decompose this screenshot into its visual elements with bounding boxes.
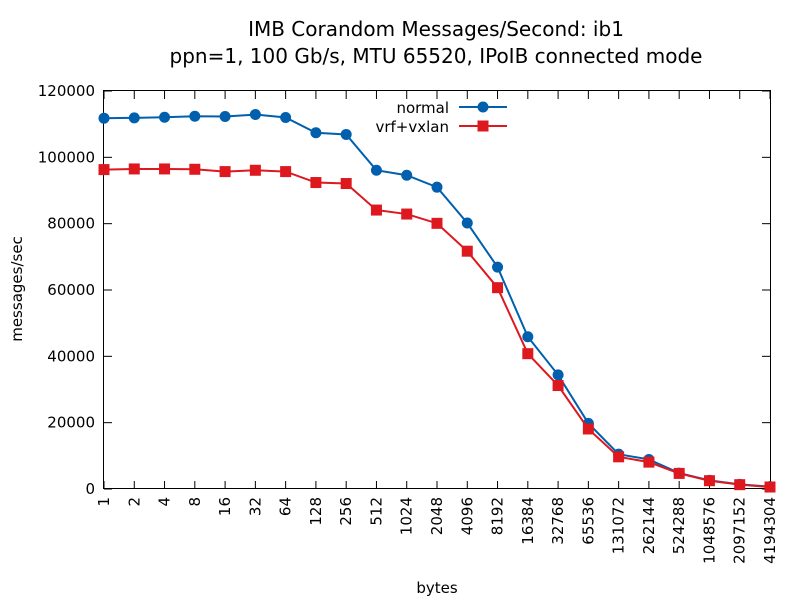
x-tick-label: 16 [216, 497, 234, 516]
data-point [219, 111, 231, 123]
data-point [522, 331, 534, 343]
y-tick-label: 20000 [47, 414, 95, 432]
legend: normal vrf+vxlan [375, 99, 507, 136]
x-tick-label: 16384 [519, 497, 537, 545]
y-axis: 0 20000 40000 60000 80000 100000 120000 [38, 82, 770, 498]
x-tick-label: 32768 [549, 497, 567, 545]
data-point [189, 110, 201, 122]
y-tick-label: 120000 [38, 82, 95, 100]
data-point [159, 163, 171, 175]
data-point [370, 164, 382, 176]
x-tick-label: 8 [186, 497, 204, 507]
x-axis: 1 2 4 8 16 32 64 128 256 512 1024 2048 4096 8192 16384… [95, 91, 779, 564]
x-tick-label: 4194304 [761, 497, 779, 564]
x-tick-label: 2048 [428, 497, 446, 535]
data-point [370, 204, 382, 216]
series-line [103, 167, 771, 489]
data-point [280, 112, 292, 124]
legend-label-normal: normal [396, 99, 449, 117]
data-point [340, 128, 352, 140]
data-point [340, 178, 352, 190]
data-point [401, 169, 413, 181]
x-axis-label: bytes [416, 579, 458, 597]
legend-marker-vrf-vxlan [477, 120, 489, 132]
x-tick-label: 512 [367, 497, 385, 526]
series-layer [98, 109, 776, 493]
data-point [98, 164, 110, 176]
x-tick-label: 1 [95, 497, 113, 507]
y-tick-label: 80000 [47, 215, 95, 233]
x-tick-label: 131072 [610, 497, 628, 554]
data-point [703, 475, 715, 487]
x-tick-label: 524288 [670, 497, 688, 554]
x-tick-label: 4096 [458, 497, 476, 535]
data-point [189, 163, 201, 175]
data-point [310, 127, 322, 139]
data-point [764, 481, 776, 493]
data-point [219, 166, 231, 178]
y-axis-label: messages/sec [8, 236, 26, 342]
data-point [128, 163, 140, 175]
data-point [461, 245, 473, 257]
x-tick-label: 65536 [579, 497, 597, 545]
data-point [280, 166, 292, 178]
data-point [492, 261, 504, 273]
plot-border [103, 90, 771, 489]
data-point [552, 380, 564, 392]
data-point [492, 282, 504, 294]
data-point [128, 112, 140, 124]
x-tick-label: 2 [125, 497, 143, 507]
y-tick-label: 0 [85, 480, 95, 498]
chart-title: IMB Corandom Messages/Second: ib1 [248, 17, 624, 41]
data-point [461, 217, 473, 229]
chart-subtitle: ppn=1, 100 Gb/s, MTU 65520, IPoIB connec… [170, 44, 703, 68]
x-tick-label: 2097152 [731, 497, 749, 564]
data-point [613, 451, 625, 463]
data-point [582, 423, 594, 435]
data-point [643, 456, 655, 468]
data-point [401, 208, 413, 220]
data-point [522, 348, 534, 360]
legend-label-vrf-vxlan: vrf+vxlan [375, 118, 449, 136]
x-tick-label: 1024 [398, 497, 416, 535]
x-tick-label: 262144 [640, 497, 658, 554]
data-point [673, 467, 685, 479]
x-tick-label: 128 [307, 497, 325, 526]
x-tick-label: 256 [337, 497, 355, 526]
data-point [552, 369, 564, 381]
x-tick-label: 1048576 [700, 497, 718, 564]
data-point [734, 479, 746, 491]
y-tick-label: 100000 [38, 148, 95, 166]
data-point [249, 164, 261, 176]
data-point [431, 181, 443, 193]
data-point [249, 109, 261, 121]
y-tick-label: 40000 [47, 347, 95, 365]
x-tick-label: 64 [277, 497, 295, 516]
data-point [98, 112, 110, 124]
x-tick-label: 4 [156, 497, 174, 507]
data-point [431, 217, 443, 229]
y-tick-label: 60000 [47, 281, 95, 299]
series-vrf-vxlan [98, 163, 776, 493]
x-tick-label: 32 [246, 497, 264, 516]
data-point [159, 111, 171, 123]
legend-marker-normal [477, 101, 489, 113]
x-tick-label: 8192 [489, 497, 507, 535]
data-point [310, 177, 322, 189]
